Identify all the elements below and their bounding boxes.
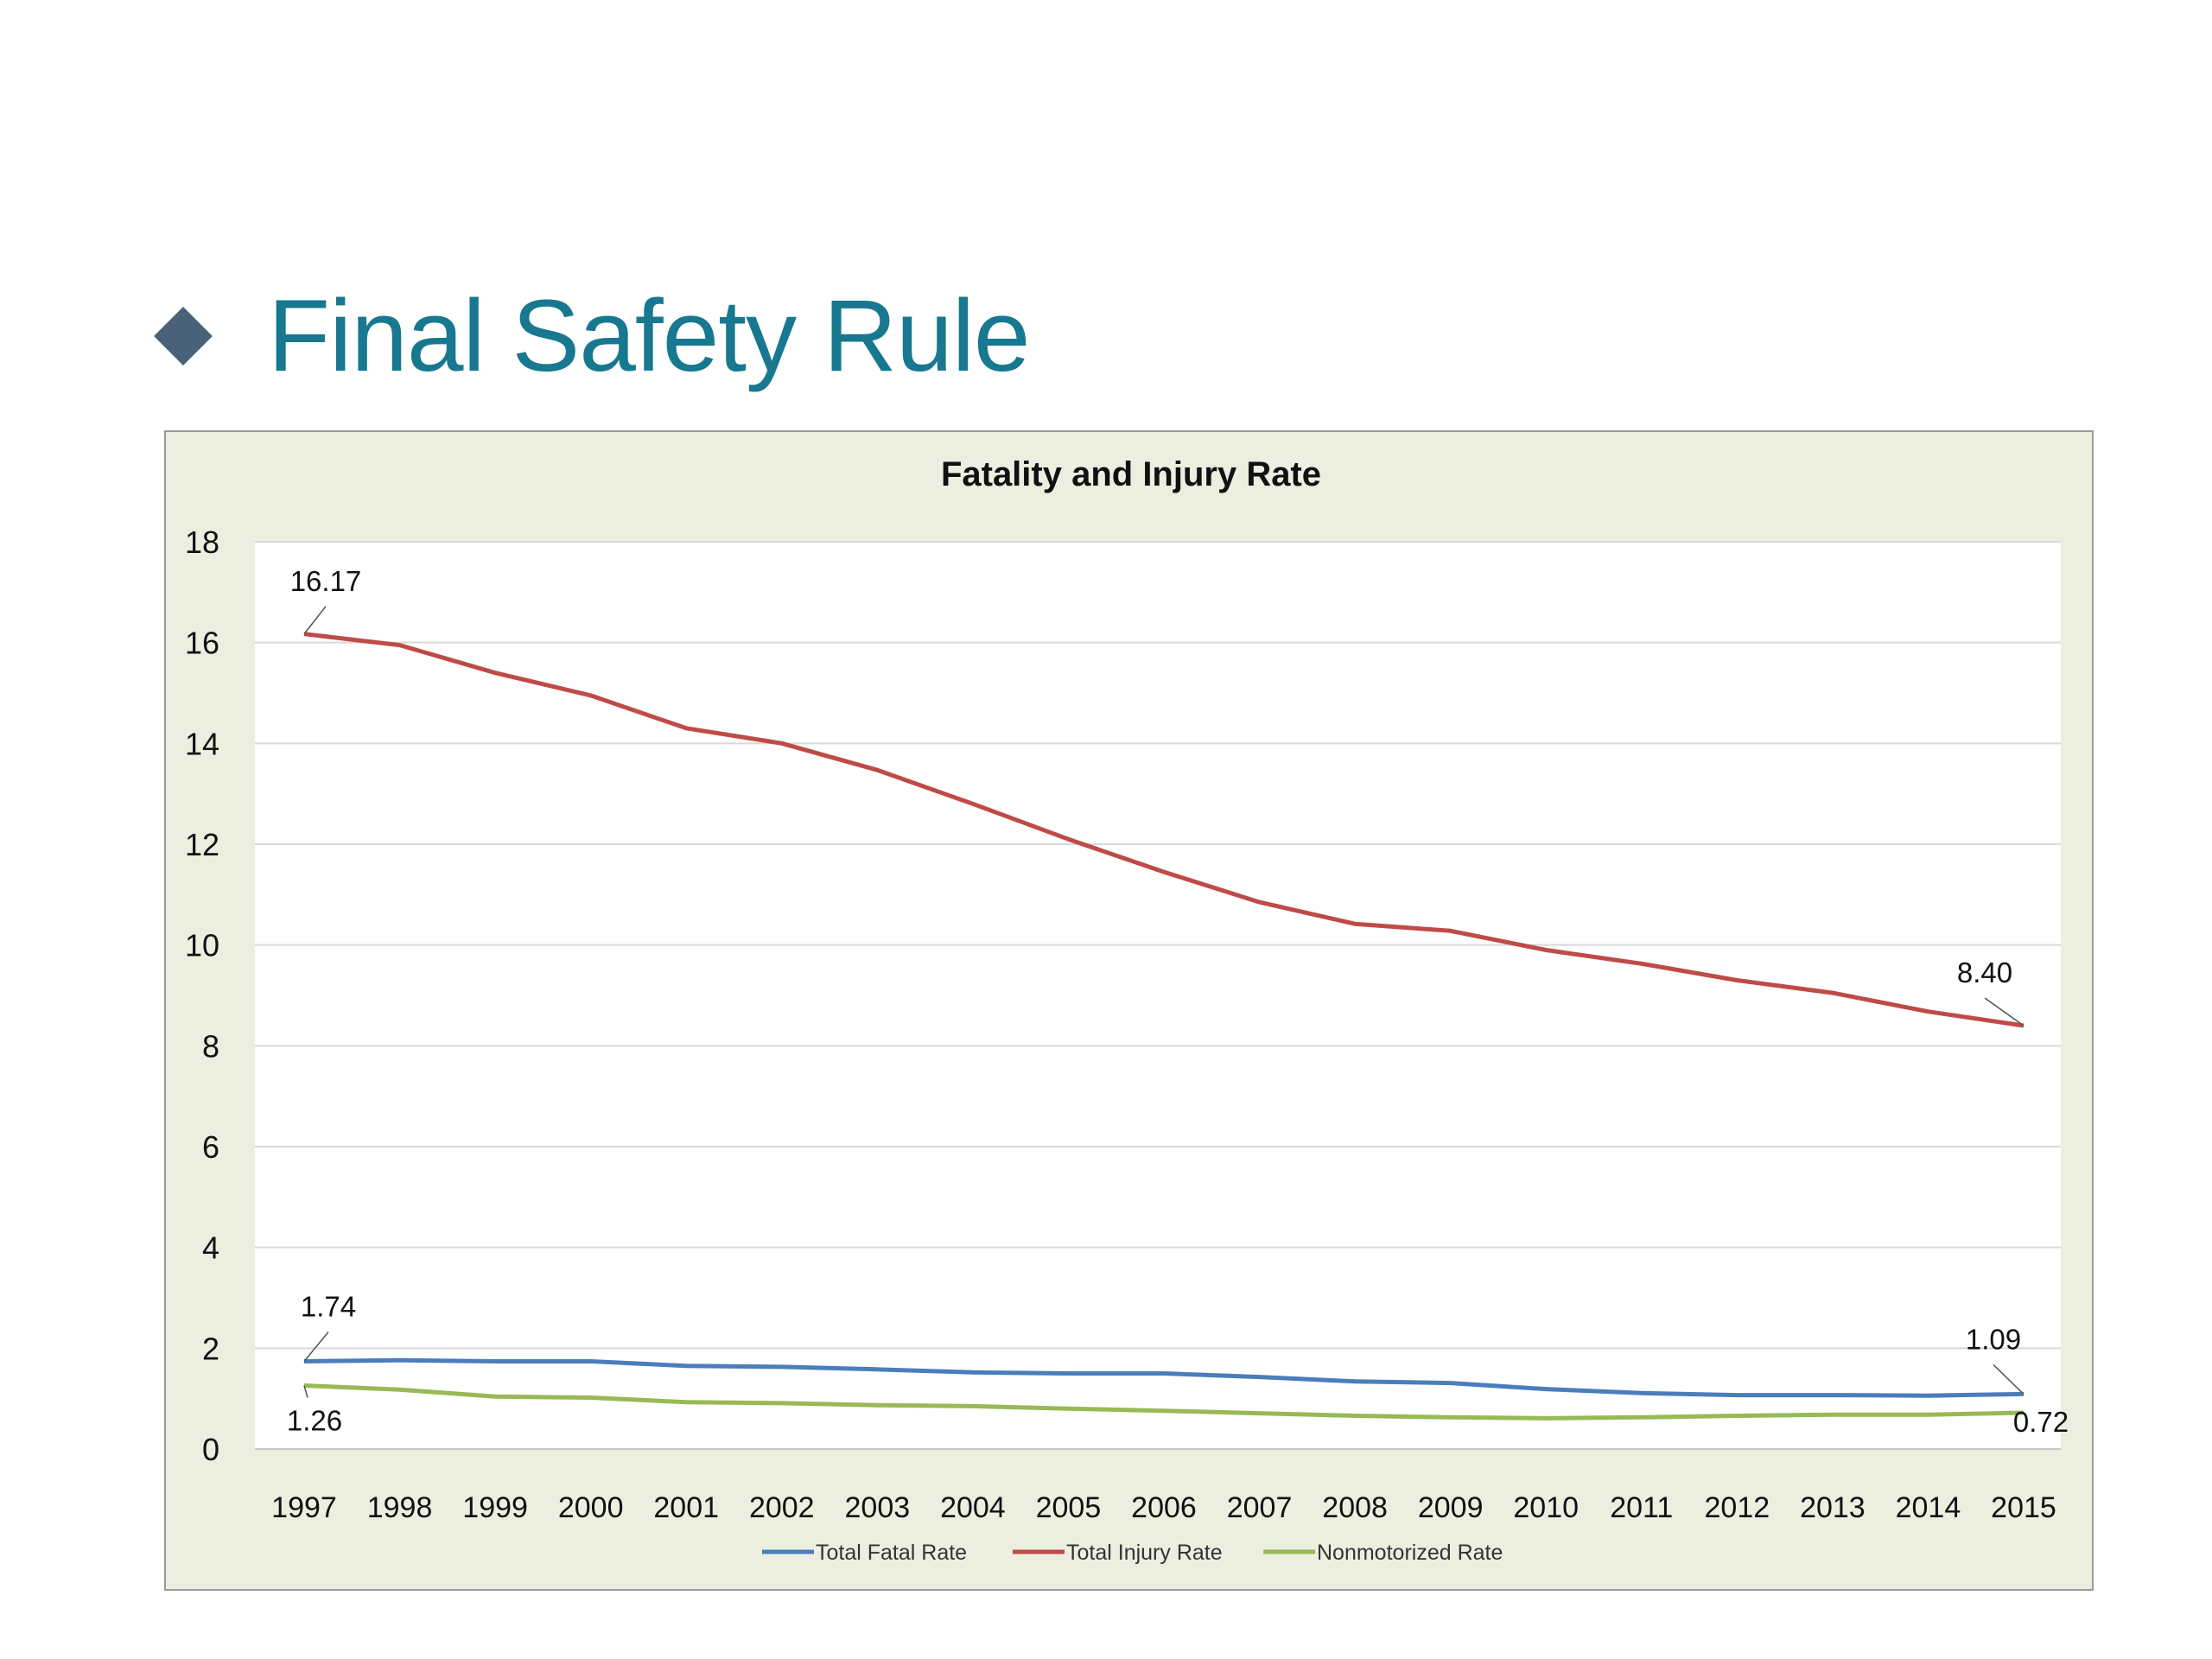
- slide-title: Final Safety Rule: [268, 279, 1031, 393]
- y-tick-label: 2: [202, 1331, 219, 1366]
- y-tick-label: 12: [185, 827, 219, 862]
- x-tick-label: 2013: [1800, 1491, 1866, 1524]
- data-label: 1.26: [287, 1405, 342, 1437]
- x-tick-label: 1998: [367, 1491, 433, 1524]
- y-axis: 0 2 4 6 8 10 12 14 16 18: [185, 524, 219, 1467]
- x-tick-label: 2014: [1896, 1491, 1961, 1524]
- data-label: 16.17: [290, 565, 362, 597]
- line-chart: Fatality and Injury Rate 0 2 4 6 8 10 12 14 16 18…: [185, 455, 2069, 1565]
- x-tick-label: 2010: [1513, 1491, 1579, 1524]
- data-label-leader: [303, 1385, 308, 1398]
- diamond-bullet-icon: [154, 307, 213, 365]
- legend-label: Total Injury Rate: [1066, 1541, 1223, 1565]
- chart-frame: Fatality and Injury Rate 0 2 4 6 8 10 12 14 16 18…: [164, 430, 2094, 1591]
- y-tick-label: 18: [185, 524, 219, 560]
- x-tick-label: 2012: [1705, 1491, 1770, 1524]
- data-label-leader: [303, 606, 327, 635]
- y-tick-label: 14: [185, 726, 219, 761]
- gridlines: [255, 541, 2061, 1450]
- data-label: 8.40: [1957, 957, 2012, 988]
- x-tick-label: 2006: [1131, 1491, 1197, 1524]
- x-tick-label: 2002: [749, 1491, 815, 1524]
- data-label-leader: [1984, 997, 2024, 1027]
- data-label: 1.09: [1966, 1323, 2021, 1355]
- x-tick-label: 2011: [1610, 1491, 1673, 1524]
- legend-label: Total Fatal Rate: [816, 1541, 967, 1565]
- x-tick-label: 2003: [845, 1491, 911, 1524]
- x-tick-label: 2004: [940, 1491, 1006, 1524]
- y-tick-label: 6: [202, 1129, 219, 1165]
- y-tick-label: 8: [202, 1028, 219, 1064]
- x-tick-label: 2005: [1036, 1491, 1102, 1524]
- x-axis: 1997 1998 1999 2000 2001 2002 2003 2004 2005 2006…: [271, 1491, 2056, 1524]
- x-tick-label: 2009: [1418, 1491, 1484, 1524]
- y-tick-label: 16: [185, 626, 219, 661]
- legend-label: Nonmotorized Rate: [1317, 1541, 1503, 1565]
- x-tick-label: 2001: [653, 1491, 719, 1524]
- series-lines: [303, 632, 2024, 1421]
- x-tick-label: 2008: [1322, 1491, 1388, 1524]
- x-tick-label: 2000: [558, 1491, 624, 1524]
- chart-title: Fatality and Injury Rate: [941, 455, 1321, 493]
- data-label: 1.74: [301, 1291, 356, 1323]
- legend: Total Fatal Rate Total Injury Rate Nonmoto…: [762, 1541, 1503, 1565]
- y-tick-label: 10: [185, 928, 219, 963]
- y-tick-label: 4: [202, 1230, 219, 1266]
- data-label-leader: [1993, 1363, 2024, 1395]
- series-line-nonmotorized-rate: [303, 1383, 2024, 1421]
- x-tick-label: 2007: [1227, 1491, 1293, 1524]
- data-labels: 1.74 1.09 16.17 8.40 1.26 0.72: [287, 565, 2069, 1438]
- x-tick-label: 1999: [462, 1491, 528, 1524]
- x-tick-label: 1997: [271, 1491, 337, 1524]
- data-label-leader: [303, 1332, 329, 1362]
- plot-area: [255, 542, 2061, 1449]
- slide-header: Final Safety Rule: [154, 279, 1031, 393]
- data-label: 0.72: [2013, 1406, 2069, 1438]
- x-tick-label: 2015: [1991, 1491, 2056, 1524]
- series-line-total-fatal-rate: [303, 1357, 2024, 1398]
- y-tick-label: 0: [202, 1432, 219, 1467]
- series-line-total-injury-rate: [303, 632, 2024, 1028]
